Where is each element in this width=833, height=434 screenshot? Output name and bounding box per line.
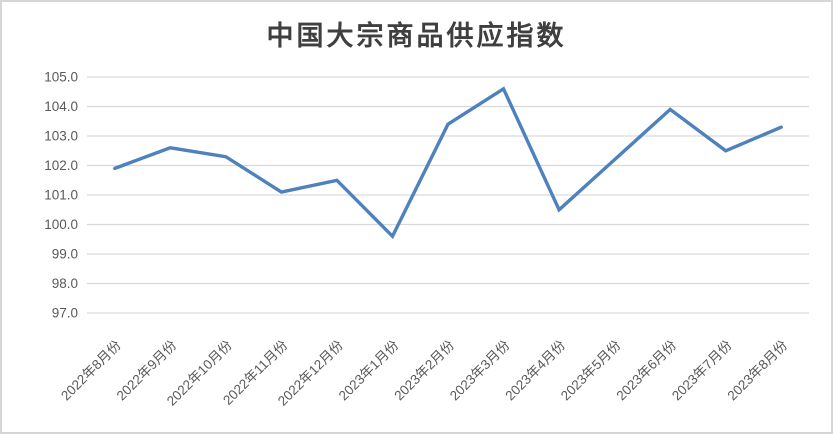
y-axis-tick-label: 103.0 xyxy=(44,129,78,144)
y-axis-tick-label: 98.0 xyxy=(52,276,78,291)
y-axis-tick-label: 104.0 xyxy=(44,99,78,114)
x-axis-category-label: 2023年8月份 xyxy=(725,337,791,403)
y-axis-tick-label: 97.0 xyxy=(52,306,78,321)
y-axis-tick-label: 100.0 xyxy=(44,217,78,232)
y-axis-tick-label: 101.0 xyxy=(44,188,78,203)
y-axis-tick-label: 102.0 xyxy=(44,158,78,173)
chart-title: 中国大宗商品供应指数 xyxy=(266,21,567,51)
supply-index-series-line xyxy=(113,86,783,240)
y-axis-tick-label: 99.0 xyxy=(52,247,78,262)
y-axis-tick-label: 105.0 xyxy=(44,70,78,85)
